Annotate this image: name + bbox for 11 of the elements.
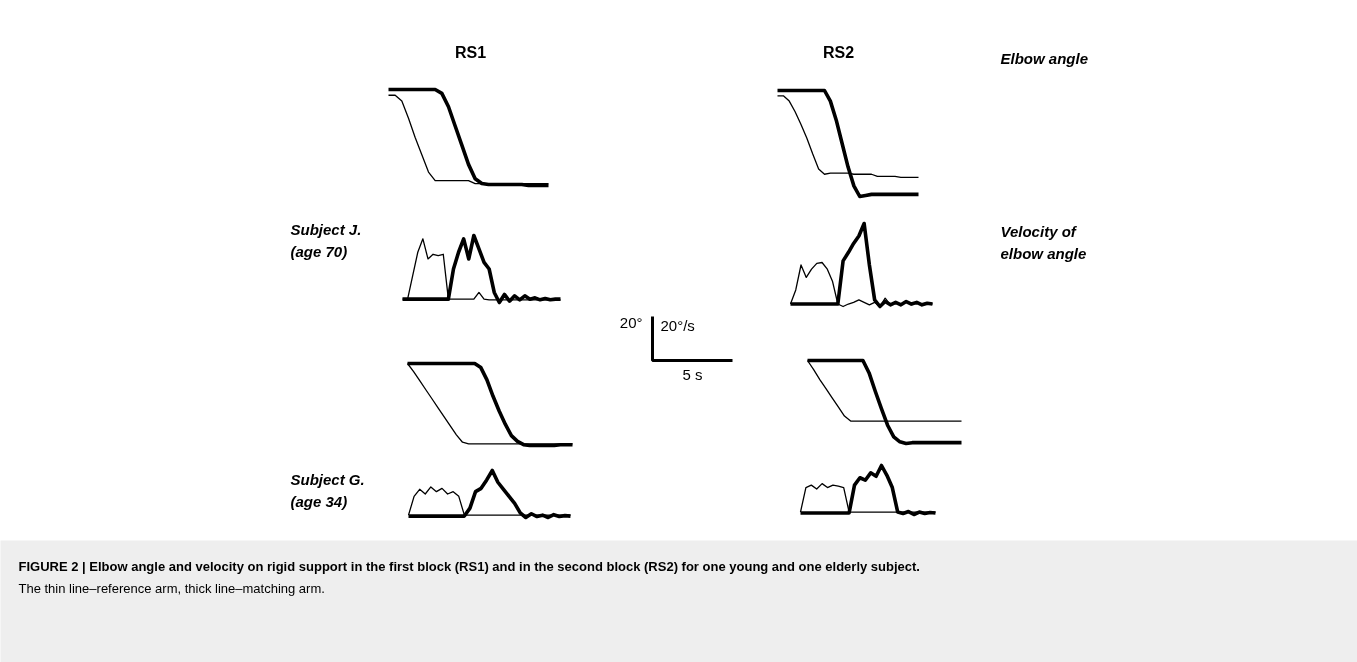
text: Elbow angle xyxy=(1000,50,1089,67)
text: 20°/s xyxy=(660,317,695,334)
text: Subject J. (age 70) xyxy=(290,221,362,260)
chart-title: RS1 xyxy=(454,44,487,61)
text: Subject G. (age 34) xyxy=(290,471,365,510)
text: Velocity of elbow angle xyxy=(1000,223,1087,262)
text: The thin line–reference arm, thick line–matching arm. xyxy=(18,581,325,596)
text: 20° xyxy=(619,314,643,331)
caption: FIGURE 2 | Elbow angle and velocity on rigid support in the first block (RS1) and in the second block (RS2) for one young and one elderly subject. xyxy=(18,559,920,574)
chart-title: RS2 xyxy=(822,44,855,61)
text: 5 s xyxy=(682,366,703,383)
